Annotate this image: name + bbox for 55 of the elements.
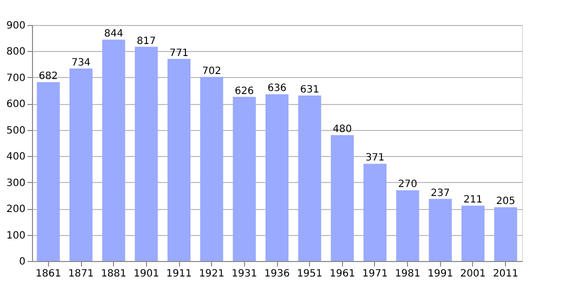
bar bbox=[330, 135, 354, 261]
y-tick-label: 200 bbox=[6, 204, 26, 216]
x-tick-label: 2011 bbox=[492, 268, 518, 280]
x-tick-label: 1861 bbox=[36, 268, 62, 280]
bar bbox=[70, 68, 92, 261]
x-tick-label: 1991 bbox=[428, 268, 454, 280]
y-tick-label: 100 bbox=[6, 230, 26, 242]
x-tick-label: 1921 bbox=[198, 268, 224, 280]
data-label: 480 bbox=[332, 124, 352, 136]
bar bbox=[102, 40, 126, 261]
data-label: 626 bbox=[234, 86, 254, 97]
x-tick-label: 1901 bbox=[134, 268, 160, 280]
x-tick-label: 1931 bbox=[232, 268, 258, 280]
data-label: 211 bbox=[463, 194, 483, 206]
data-label: 205 bbox=[496, 196, 516, 208]
data-label: 844 bbox=[104, 28, 124, 40]
bar bbox=[298, 96, 322, 261]
data-label: 702 bbox=[202, 66, 222, 77]
x-tick-label: 1961 bbox=[330, 268, 356, 280]
bar bbox=[266, 94, 288, 261]
y-tick-label: 800 bbox=[6, 46, 26, 58]
data-label: 817 bbox=[136, 36, 156, 47]
y-tick-label: 600 bbox=[6, 99, 26, 110]
data-label: 636 bbox=[267, 83, 287, 94]
x-tick-label: 1871 bbox=[68, 268, 94, 280]
data-label: 270 bbox=[398, 179, 418, 190]
data-label: 734 bbox=[71, 58, 91, 69]
y-tick-label: 500 bbox=[6, 125, 26, 136]
bar bbox=[428, 198, 452, 261]
data-label: 237 bbox=[430, 188, 450, 199]
x-tick-label: 1911 bbox=[166, 268, 192, 280]
y-tick-label: 900 bbox=[6, 20, 26, 32]
y-tick-label: 0 bbox=[19, 256, 26, 268]
data-label: 771 bbox=[169, 48, 189, 59]
bar bbox=[36, 82, 60, 261]
bar bbox=[200, 76, 224, 261]
bar bbox=[232, 96, 256, 261]
bar bbox=[168, 58, 190, 261]
bar bbox=[134, 46, 158, 261]
data-label: 371 bbox=[365, 152, 385, 164]
y-tick-label: 300 bbox=[6, 178, 26, 189]
y-tick-label: 400 bbox=[6, 152, 26, 163]
x-tick-label: 1881 bbox=[100, 268, 126, 280]
bar bbox=[494, 207, 518, 261]
bar bbox=[396, 190, 420, 261]
data-label: 682 bbox=[38, 71, 58, 82]
x-tick-label: 1981 bbox=[394, 268, 420, 280]
x-tick-label: 1971 bbox=[362, 268, 388, 280]
y-tick-label: 700 bbox=[6, 72, 26, 84]
data-label: 631 bbox=[300, 84, 320, 96]
bar bbox=[462, 206, 484, 261]
x-tick-label: 1936 bbox=[264, 268, 290, 280]
x-tick-label: 2001 bbox=[460, 268, 486, 280]
x-tick-label: 1951 bbox=[296, 268, 322, 280]
bar bbox=[364, 164, 386, 261]
